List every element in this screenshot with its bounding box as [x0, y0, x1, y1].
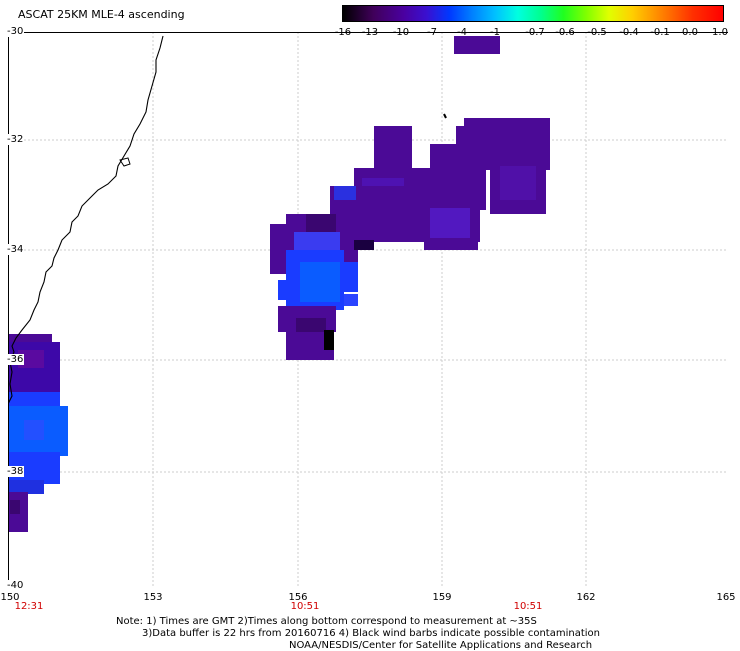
- note-line: Note: 1) Times are GMT 2)Times along bot…: [116, 616, 537, 627]
- lon-label: 159: [432, 592, 452, 603]
- island: [443, 113, 447, 119]
- lat-label: -38: [6, 466, 25, 477]
- wind-cell: [306, 214, 336, 232]
- map-plot-area: [8, 32, 728, 586]
- map-title: ASCAT 25KM MLE-4 ascending: [18, 8, 185, 21]
- wind-cell: [18, 350, 44, 368]
- lon-label: 162: [576, 592, 596, 603]
- map-svg: [8, 32, 728, 586]
- wind-cell: [8, 480, 44, 494]
- graticule: [8, 32, 728, 586]
- wind-cell: [500, 166, 536, 200]
- wind-cell: [354, 240, 374, 250]
- pass-time: 12:31: [14, 601, 44, 612]
- pass-time: 10:51: [513, 601, 543, 612]
- lat-label: -40: [6, 580, 25, 591]
- lon-label: 156: [288, 592, 308, 603]
- wind-cell: [24, 420, 44, 440]
- wind-cell: [10, 500, 20, 514]
- wind-cell: [296, 318, 326, 332]
- wind-cell: [342, 262, 358, 292]
- coastline-inlet: [119, 157, 131, 167]
- lat-label: -32: [6, 134, 25, 145]
- colorbar: [342, 5, 724, 22]
- lat-label: -34: [6, 244, 25, 255]
- swath-center: [270, 36, 550, 360]
- note-line: NOAA/NESDIS/Center for Satellite Applica…: [289, 640, 593, 651]
- wind-cell: [454, 36, 500, 54]
- lon-label: 153: [143, 592, 163, 603]
- wind-cell: [464, 118, 550, 132]
- lat-label: -36: [6, 354, 25, 365]
- coastline: [8, 35, 164, 405]
- swath-left: [8, 334, 68, 532]
- wind-cell: [324, 330, 334, 350]
- pass-time: 10:51: [290, 601, 320, 612]
- wind-cell: [430, 208, 470, 238]
- wind-cell: [344, 294, 358, 306]
- wind-cell: [278, 280, 288, 300]
- lat-label: -30: [6, 26, 25, 37]
- wind-cell: [270, 224, 290, 274]
- wind-cell: [374, 126, 412, 176]
- note-line: 3)Data buffer is 22 hrs from 20160716 4)…: [142, 628, 600, 639]
- lon-label: 150: [0, 592, 20, 603]
- wind-cell: [300, 262, 340, 302]
- lon-label: 165: [716, 592, 736, 603]
- wind-cell: [334, 186, 356, 200]
